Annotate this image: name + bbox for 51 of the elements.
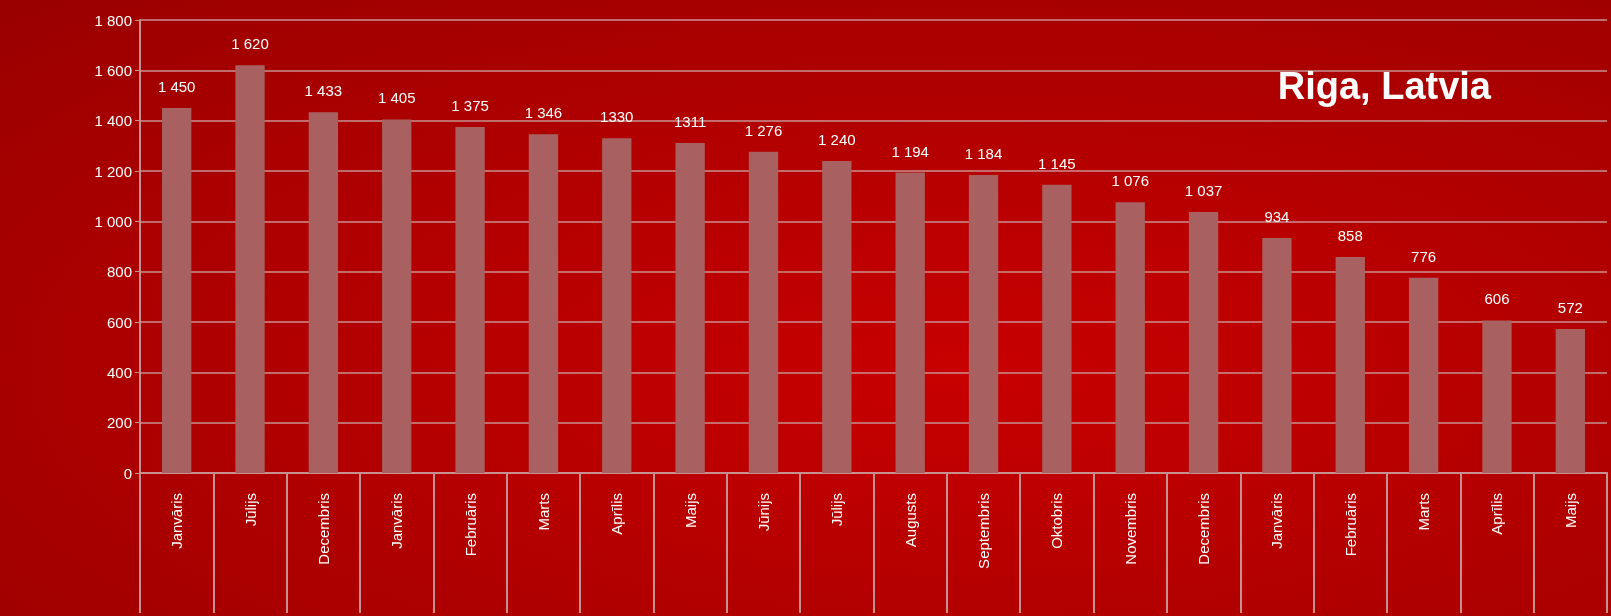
y-tick-label: 1 600: [94, 61, 132, 79]
data-label: 1 375: [451, 96, 489, 114]
data-label: 1 450: [157, 78, 196, 96]
data-label: 1 076: [1111, 172, 1149, 190]
data-label: 606: [1484, 290, 1510, 308]
y-tick-label: 200: [106, 414, 132, 432]
data-label: 572: [1557, 299, 1583, 317]
data-label: 1 346: [524, 104, 563, 122]
x-tick-label: Marts: [1415, 493, 1433, 531]
y-tick-label: 800: [106, 263, 132, 281]
x-tick-label: Novembris: [1121, 493, 1139, 565]
x-tick-label: Decembris: [1195, 493, 1213, 565]
y-tick-label: 600: [106, 313, 132, 331]
x-tick-label: Janvāris: [168, 493, 186, 549]
x-tick-label: Janvāris: [388, 493, 406, 549]
x-tick-label: Janvāris: [1268, 493, 1286, 549]
data-label: 1 276: [744, 121, 783, 139]
data-label: 1 194: [891, 142, 929, 160]
data-label: 858: [1337, 227, 1363, 245]
x-tick-label: Septembris: [975, 493, 993, 569]
data-label: 1 184: [964, 145, 1003, 163]
data-label: 1 145: [1038, 154, 1076, 172]
data-label: 934: [1264, 207, 1290, 225]
data-label: 1 240: [818, 130, 856, 148]
y-tick-label: 1 800: [94, 11, 132, 29]
x-tick-label: Maijs: [681, 493, 699, 529]
data-label: 1311: [673, 113, 707, 131]
x-tick-label: Jūlijs: [241, 493, 259, 527]
x-tick-label: Februāris: [461, 493, 479, 557]
x-tick-label: Maijs: [1561, 493, 1579, 529]
text: Riga, Latvia: [1277, 65, 1492, 107]
data-label: 1 433: [304, 82, 343, 100]
x-tick-label: Jūnijs: [754, 493, 772, 532]
y-tick-label: 1 400: [94, 112, 132, 130]
x-tick-label: Aprīlis: [1488, 493, 1506, 535]
y-tick-label: 1 200: [94, 162, 132, 180]
data-label: 776: [1411, 247, 1437, 265]
x-tick-label: Marts: [534, 493, 552, 531]
data-label: 1 620: [231, 35, 269, 53]
data-label: 1330: [600, 108, 634, 126]
x-tick-label: Decembris: [314, 493, 332, 565]
x-tick-label: Augusts: [901, 493, 919, 548]
y-tick-label: 1 000: [94, 212, 132, 230]
data-label: 1 037: [1184, 182, 1223, 200]
data-label: 1 405: [377, 89, 416, 107]
y-tick-label: 0: [123, 464, 132, 482]
x-tick-label: Aprīlis: [608, 493, 626, 535]
x-tick-label: Jūlijs: [828, 493, 846, 527]
y-tick-label: 400: [106, 363, 132, 381]
x-tick-label: Oktobris: [1048, 493, 1066, 549]
x-tick-label: Februāris: [1341, 493, 1359, 557]
